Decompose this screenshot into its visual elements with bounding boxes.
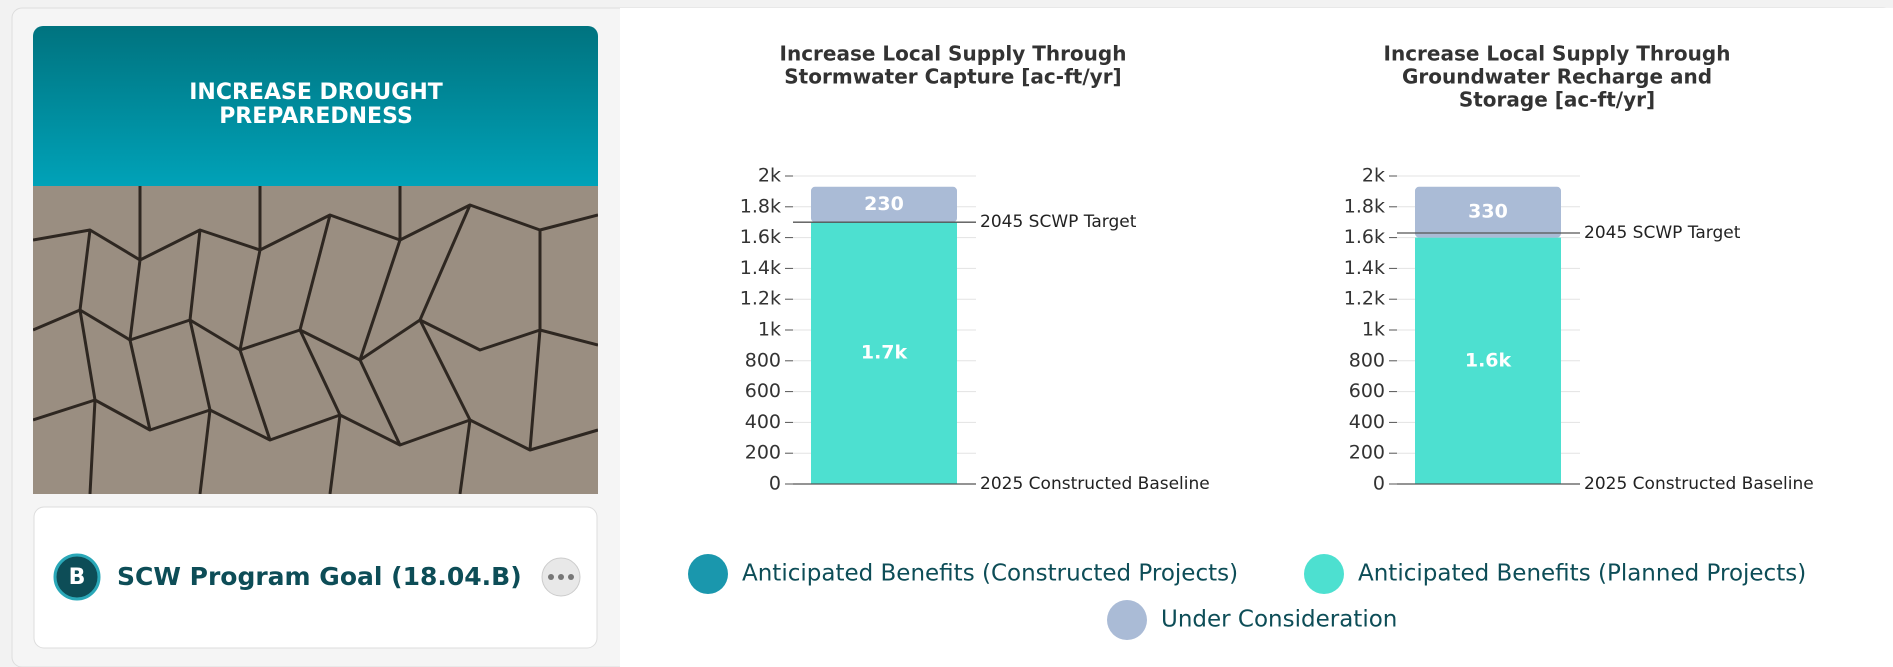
value-label: 230 (864, 193, 904, 215)
bar-segment (811, 186, 957, 223)
reference-label: 2025 Constructed Baseline (980, 474, 1210, 494)
y-tick-label: 1.2k (740, 288, 781, 310)
legend-swatch (1304, 554, 1344, 594)
chart-title: Stormwater Capture [ac-ft/yr] (784, 65, 1121, 89)
reference-label: 2045 SCWP Target (1584, 223, 1741, 243)
card-title: PREPAREDNESS (219, 104, 413, 129)
bar-segment (1415, 186, 1561, 238)
chart-title: Increase Local Supply Through (1384, 42, 1731, 66)
y-tick-label: 600 (745, 380, 781, 402)
value-label: 1.7k (861, 342, 908, 364)
legend-swatch (688, 554, 728, 594)
y-tick-label: 0 (1373, 473, 1385, 495)
y-tick-label: 1k (758, 319, 781, 341)
chart-title: Increase Local Supply Through (780, 42, 1127, 66)
y-tick-label: 1.4k (740, 257, 781, 279)
goal-badge-text: B (69, 565, 86, 590)
reference-label: 2045 SCWP Target (980, 212, 1137, 232)
y-tick-label: 800 (1349, 349, 1385, 371)
y-tick-label: 1.4k (1344, 257, 1385, 279)
y-tick-label: 1.6k (1344, 226, 1385, 248)
y-tick-label: 200 (745, 442, 781, 464)
y-tick-label: 1.8k (1344, 195, 1385, 217)
y-tick-label: 1.2k (1344, 288, 1385, 310)
legend-label: Under Consideration (1161, 607, 1397, 633)
card-title: INCREASE DROUGHT (189, 80, 443, 105)
y-tick-label: 2k (758, 165, 781, 187)
card-header (33, 26, 598, 186)
y-tick-label: 800 (745, 349, 781, 371)
y-tick-label: 0 (769, 473, 781, 495)
legend-label: Anticipated Benefits (Constructed Projec… (742, 561, 1238, 587)
y-tick-label: 400 (1349, 411, 1385, 433)
y-tick-label: 600 (1349, 380, 1385, 402)
more-button[interactable] (541, 557, 581, 597)
goal-text: SCW Program Goal (18.04.B) (117, 562, 522, 591)
chart-title: Storage [ac-ft/yr] (1459, 88, 1655, 112)
y-tick-label: 1.8k (740, 195, 781, 217)
bar-segment (1415, 237, 1561, 484)
soil-image (33, 186, 598, 494)
legend-label: Anticipated Benefits (Planned Projects) (1358, 561, 1806, 587)
bar-segment (811, 222, 957, 484)
chart-title: Groundwater Recharge and (1402, 65, 1712, 89)
value-label: 1.6k (1465, 349, 1512, 371)
y-tick-label: 200 (1349, 442, 1385, 464)
y-tick-label: 1.6k (740, 226, 781, 248)
y-tick-label: 1k (1362, 319, 1385, 341)
legend-swatch (1107, 600, 1147, 640)
y-tick-label: 2k (1362, 165, 1385, 187)
y-tick-label: 400 (745, 411, 781, 433)
reference-label: 2025 Constructed Baseline (1584, 474, 1814, 494)
value-label: 330 (1468, 201, 1508, 223)
goal-card (33, 506, 598, 649)
goal-badge (53, 553, 101, 601)
